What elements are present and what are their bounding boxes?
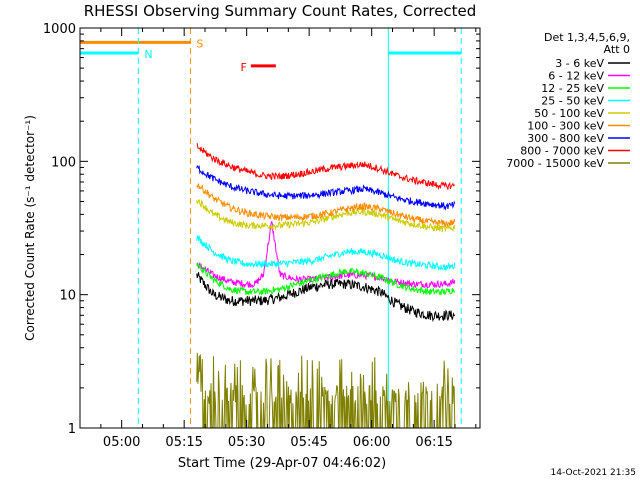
series-line [196,183,456,228]
legend-header-line-1: Det 1,3,4,5,6,9, [544,31,630,44]
legend-entry-label: 300 - 800 keV [527,132,604,145]
y-axis-ticks: 1 10 100 1000 [43,22,480,437]
x-axis-label: Start Time (29-Apr-07 04:46:02) [178,456,386,471]
footer-date: 14-Oct-2021 21:35 [551,468,636,478]
legend-entry-label: 800 - 7000 keV [520,145,604,158]
series-line [196,143,456,191]
series-line [196,164,456,211]
x-tick-label: 05:45 [290,435,327,450]
flag-bar-label: S [196,37,203,50]
x-tick-label: 06:00 [353,435,390,450]
plot-frame [79,27,481,429]
legend-entry-label: 3 - 6 keV [555,57,604,70]
y-tick-label: 1 [68,422,76,437]
x-tick-label: 05:30 [228,435,265,450]
x-axis-ticks: 05:00 05:15 05:30 05:45 06:00 06:15 [79,28,477,450]
flag-bar-label: N [144,48,152,61]
legend-entry-label: 50 - 100 keV [534,107,604,120]
series-line [196,272,456,323]
x-tick-label: 05:00 [103,435,140,450]
legend-entry-label: 100 - 300 keV [527,120,604,133]
legend-entry-label: 12 - 25 keV [541,82,604,95]
y-tick-label: 100 [51,155,76,170]
legend-entry-label: 25 - 50 keV [541,95,604,108]
legend-entry-label: 7000 - 15000 keV [506,157,604,170]
series-line [196,234,456,272]
flag-bar-label: F [241,61,247,74]
y-axis-label: Corrected Count Rate (s⁻¹ detector⁻¹) [23,115,37,341]
legend-header-line-2: Att 0 [604,43,630,56]
chart-title: RHESSI Observing Summary Count Rates, Co… [84,2,477,20]
x-tick-label: 05:15 [165,435,202,450]
flag-bars: S N F [80,37,462,74]
series-line [196,199,456,233]
y-tick-label: 10 [59,289,76,304]
legend-entry-label: 6 - 12 keV [548,70,604,83]
y-tick-label: 1000 [43,22,76,37]
x-tick-label: 06:15 [415,435,452,450]
series-line [196,262,456,296]
